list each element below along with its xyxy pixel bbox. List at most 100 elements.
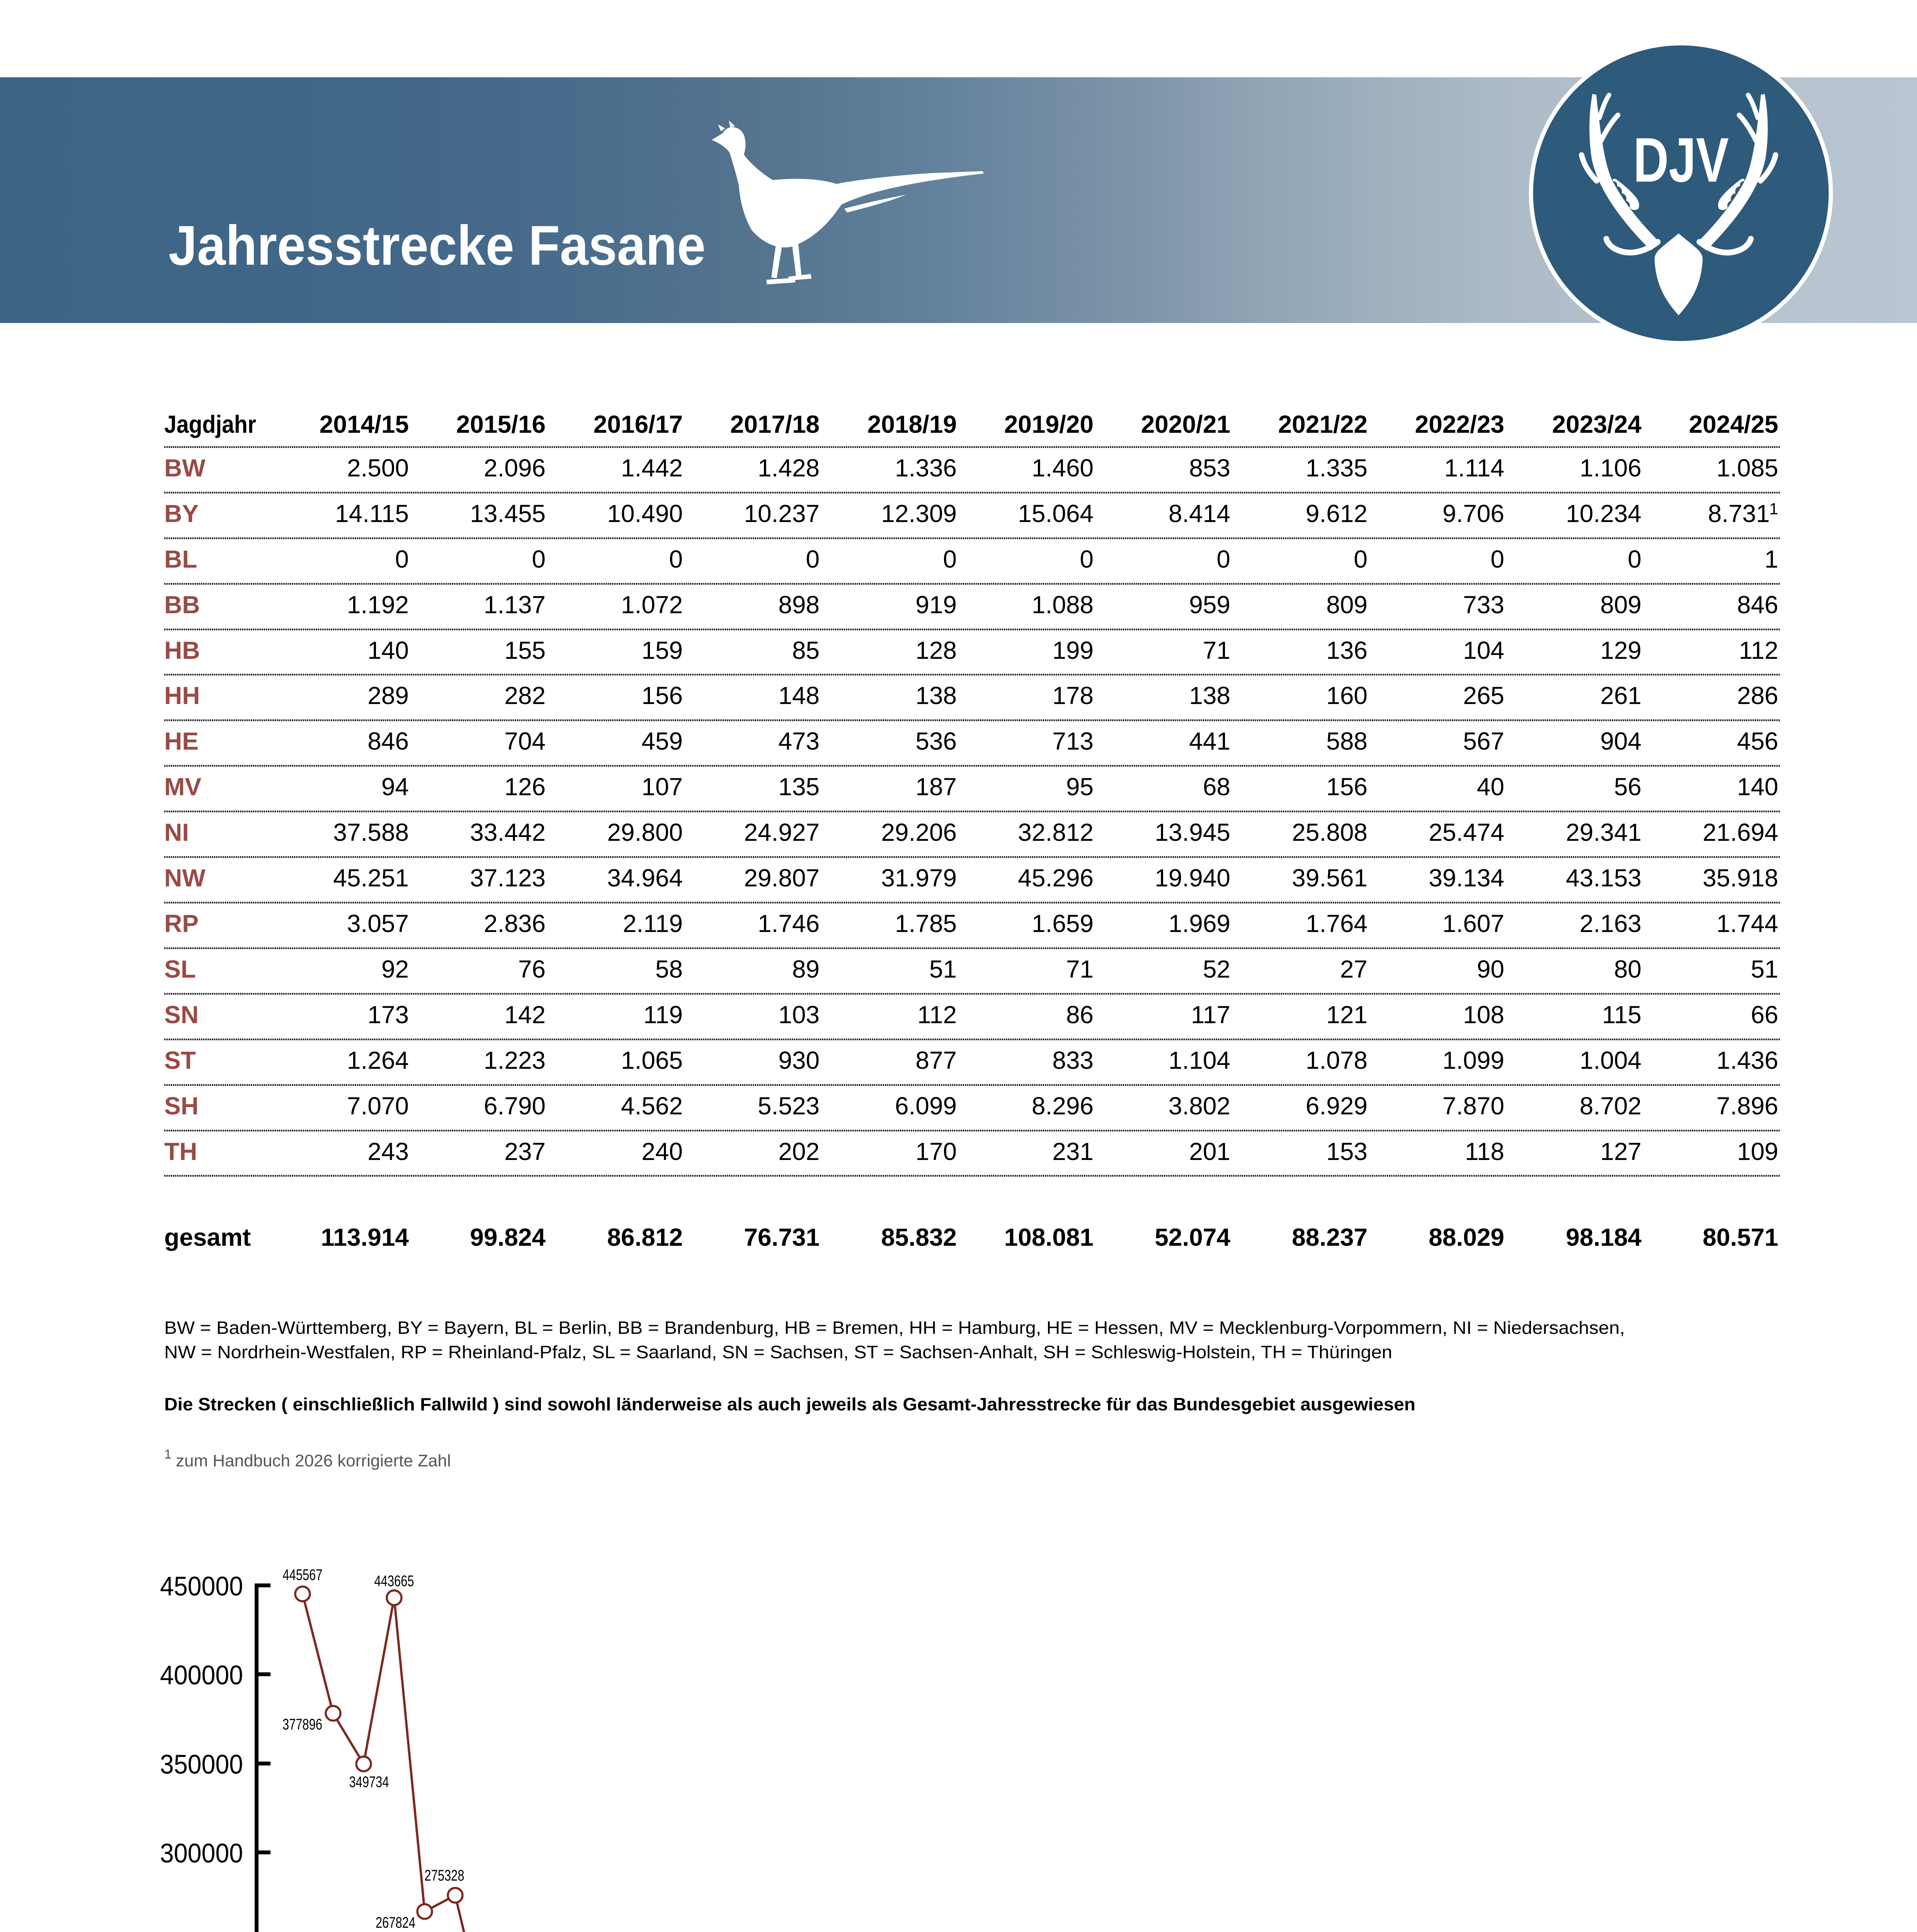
svg-text:118: 118 (1465, 1138, 1504, 1165)
svg-text:27: 27 (1340, 955, 1368, 983)
svg-text:153: 153 (1326, 1138, 1368, 1165)
svg-text:201: 201 (1189, 1138, 1230, 1165)
svg-text:1.442: 1.442 (621, 454, 683, 482)
svg-text:443665: 443665 (374, 1573, 414, 1590)
svg-text:930: 930 (778, 1046, 820, 1074)
svg-text:39.561: 39.561 (1292, 864, 1368, 892)
svg-text:3.802: 3.802 (1169, 1092, 1230, 1120)
svg-text:809: 809 (1600, 591, 1641, 619)
svg-text:1.336: 1.336 (895, 454, 957, 482)
svg-text:103: 103 (778, 1001, 820, 1029)
svg-text:58: 58 (655, 955, 683, 983)
svg-text:BB: BB (164, 591, 200, 619)
svg-text:43.153: 43.153 (1566, 864, 1641, 892)
svg-text:117: 117 (1191, 1001, 1230, 1029)
svg-text:1.137: 1.137 (484, 591, 546, 619)
svg-text:136: 136 (1326, 636, 1368, 664)
svg-text:1.969: 1.969 (1169, 910, 1230, 937)
svg-text:29.206: 29.206 (881, 818, 957, 846)
svg-text:92: 92 (381, 955, 409, 983)
svg-text:199: 199 (1052, 636, 1094, 664)
svg-text:0: 0 (943, 545, 957, 573)
svg-text:2014/15: 2014/15 (320, 410, 409, 438)
svg-text:1.428: 1.428 (758, 454, 820, 482)
svg-text:88.237: 88.237 (1292, 1223, 1368, 1251)
svg-text:140: 140 (1737, 773, 1778, 801)
svg-text:107: 107 (641, 773, 683, 801)
svg-text:gesamt: gesamt (164, 1223, 251, 1251)
svg-text:1.223: 1.223 (484, 1046, 546, 1074)
svg-text:2024/25: 2024/25 (1689, 410, 1778, 438)
svg-text:377896: 377896 (282, 1716, 322, 1733)
svg-text:29.341: 29.341 (1566, 818, 1641, 846)
svg-text:DJV: DJV (1633, 125, 1729, 195)
svg-text:13.945: 13.945 (1155, 818, 1230, 846)
svg-text:19.940: 19.940 (1155, 864, 1230, 892)
svg-text:733: 733 (1463, 591, 1504, 619)
svg-text:8.702: 8.702 (1580, 1092, 1641, 1120)
svg-text:0: 0 (669, 545, 683, 573)
svg-text:94: 94 (381, 773, 409, 801)
svg-text:1.746: 1.746 (758, 910, 820, 937)
svg-text:0: 0 (1216, 545, 1230, 573)
svg-text:2019/20: 2019/20 (1004, 410, 1094, 438)
svg-text:1.785: 1.785 (895, 910, 957, 937)
svg-text:2.096: 2.096 (484, 454, 546, 482)
svg-text:833: 833 (1052, 1046, 1094, 1074)
svg-text:155: 155 (504, 636, 546, 664)
svg-text:2.163: 2.163 (1580, 910, 1641, 937)
svg-text:286: 286 (1737, 682, 1778, 709)
svg-text:159: 159 (641, 636, 683, 664)
svg-text:156: 156 (1326, 773, 1368, 801)
svg-text:0: 0 (395, 545, 409, 573)
svg-text:6.790: 6.790 (484, 1092, 546, 1120)
svg-text:66: 66 (1751, 1001, 1778, 1029)
svg-text:71: 71 (1203, 636, 1230, 664)
svg-text:1.114: 1.114 (1444, 454, 1504, 482)
svg-text:NW = Nordrhein-Westfalen, RP =: NW = Nordrhein-Westfalen, RP = Rheinland… (164, 1342, 1392, 1362)
svg-text:289: 289 (367, 682, 409, 709)
svg-text:173: 173 (367, 1001, 409, 1029)
svg-text:0: 0 (1354, 545, 1368, 573)
svg-text:2015/16: 2015/16 (456, 410, 546, 438)
svg-text:1.072: 1.072 (621, 591, 683, 619)
svg-text:33.442: 33.442 (470, 818, 546, 846)
svg-text:98.184: 98.184 (1566, 1223, 1641, 1251)
svg-text:7.870: 7.870 (1442, 1092, 1504, 1120)
svg-text:567: 567 (1463, 727, 1504, 755)
svg-text:898: 898 (778, 591, 820, 619)
svg-text:1.659: 1.659 (1032, 910, 1094, 937)
svg-text:45.251: 45.251 (333, 864, 409, 892)
svg-text:1.104: 1.104 (1169, 1046, 1230, 1074)
svg-text:1.460: 1.460 (1032, 454, 1094, 482)
svg-text:Jagdjahr: Jagdjahr (164, 410, 256, 438)
svg-text:142: 142 (504, 1001, 546, 1029)
svg-text:HB: HB (164, 636, 200, 664)
svg-text:261: 261 (1600, 682, 1641, 709)
svg-text:1.764: 1.764 (1306, 910, 1368, 937)
svg-text:1.264: 1.264 (347, 1046, 409, 1074)
svg-text:Jahresstrecke Fasane: Jahresstrecke Fasane (168, 214, 706, 277)
svg-text:231: 231 (1052, 1138, 1094, 1165)
svg-text:704: 704 (504, 727, 546, 755)
svg-text:40: 40 (1477, 773, 1504, 801)
svg-text:148: 148 (778, 682, 820, 709)
svg-text:112: 112 (1739, 636, 1778, 664)
svg-text:1.078: 1.078 (1306, 1046, 1368, 1074)
svg-text:1.192: 1.192 (347, 591, 409, 619)
svg-text:10.237: 10.237 (744, 500, 820, 527)
svg-text:BW: BW (164, 454, 206, 482)
svg-text:1.436: 1.436 (1716, 1046, 1778, 1074)
svg-text:8.414: 8.414 (1169, 500, 1230, 527)
svg-text:8.731: 8.731 (1708, 500, 1770, 527)
svg-text:809: 809 (1326, 591, 1368, 619)
svg-text:121: 121 (1326, 1001, 1368, 1029)
svg-text:RP: RP (164, 910, 199, 937)
svg-text:TH: TH (164, 1138, 197, 1165)
svg-text:MV: MV (164, 773, 201, 801)
svg-text:459: 459 (641, 727, 683, 755)
svg-text:HH: HH (164, 682, 200, 709)
svg-text:99.824: 99.824 (470, 1223, 546, 1251)
svg-text:445567: 445567 (283, 1566, 323, 1583)
svg-text:473: 473 (778, 727, 820, 755)
